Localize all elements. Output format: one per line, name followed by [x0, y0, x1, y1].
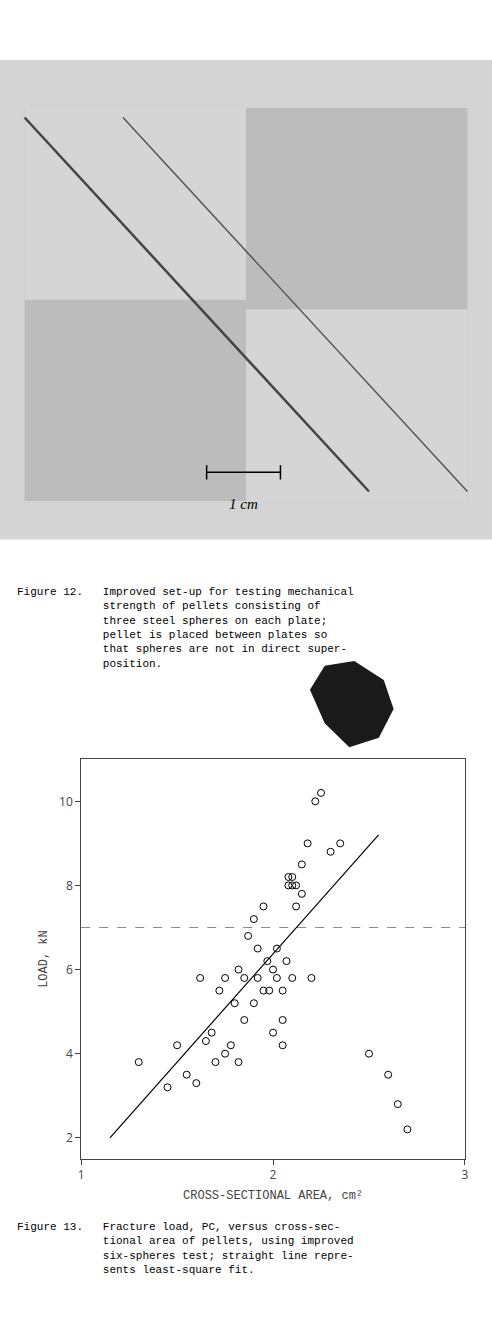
svg-text:4: 4 [66, 1045, 73, 1062]
svg-text:1 cm: 1 cm [229, 496, 258, 512]
svg-text:LOAD, kN: LOAD, kN [37, 930, 51, 988]
svg-text:2: 2 [270, 1166, 277, 1183]
svg-text:Figure 12. Improved set-up f: Figure 12. Improved set-up for testing m… [17, 586, 354, 670]
svg-text:10: 10 [59, 793, 73, 810]
svg-text:Figure 13. Fracture load, PC: Figure 13. Fracture load, PC, versus cro… [17, 1221, 354, 1276]
svg-text:1: 1 [78, 1166, 85, 1183]
svg-text:6: 6 [66, 961, 73, 978]
svg-text:3: 3 [462, 1166, 469, 1183]
svg-text:CROSS-SECTIONAL AREA, cm²: CROSS-SECTIONAL AREA, cm² [183, 1189, 363, 1203]
svg-text:2: 2 [66, 1129, 73, 1146]
svg-text:8: 8 [66, 877, 73, 894]
